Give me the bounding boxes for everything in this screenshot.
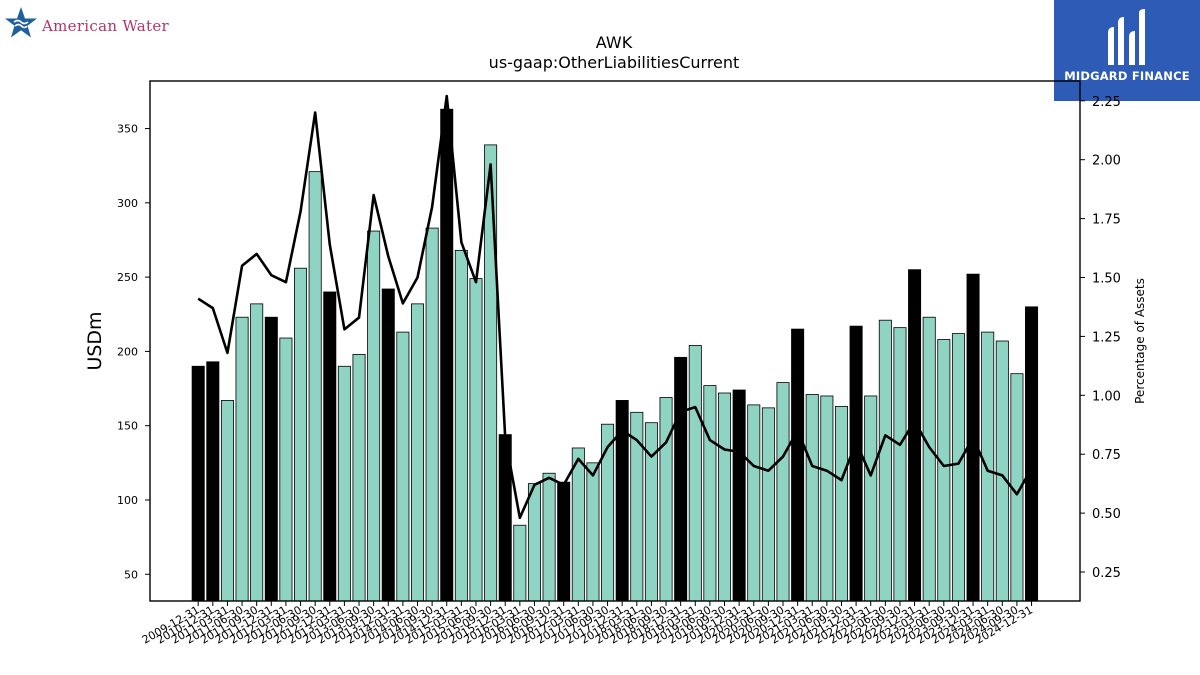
bar <box>1025 306 1039 602</box>
bar <box>849 325 863 602</box>
bar <box>294 267 308 602</box>
bar <box>542 472 556 602</box>
bar <box>396 331 410 602</box>
bar <box>688 345 702 602</box>
bar <box>659 397 673 602</box>
y-tick-label: 100 <box>117 494 138 507</box>
bar <box>367 230 381 602</box>
series-line <box>197 94 1033 520</box>
y2-tick-label: 2.25 <box>1092 95 1121 110</box>
y2-tick-label: 0.75 <box>1092 448 1121 463</box>
y2-tick-label: 0.50 <box>1092 507 1121 522</box>
y-tick-label: 350 <box>117 123 138 136</box>
y2-tick-label: 1.25 <box>1092 330 1121 345</box>
bar <box>484 144 498 602</box>
american-water-logo-text: American Water <box>42 17 170 35</box>
y-tick-label: 250 <box>117 271 138 284</box>
bar <box>454 249 468 602</box>
american-water-logo: American Water <box>4 4 204 44</box>
bar <box>191 365 205 602</box>
bar <box>644 422 658 602</box>
bar <box>513 524 527 602</box>
y-tick-label: 50 <box>124 568 138 581</box>
bar <box>235 316 249 602</box>
bar <box>469 278 483 602</box>
bar <box>220 400 234 602</box>
bar <box>864 395 878 602</box>
bar <box>250 303 264 602</box>
bar <box>703 385 717 602</box>
bar <box>440 108 454 602</box>
bar <box>337 365 351 602</box>
bar <box>908 269 922 602</box>
bar <box>732 389 746 602</box>
bar <box>878 319 892 602</box>
bar <box>820 395 834 602</box>
y2-tick-label: 0.25 <box>1092 566 1121 581</box>
y2-axis-label: Percentage of Assets <box>1133 278 1147 404</box>
bar <box>791 328 805 602</box>
bar <box>805 394 819 602</box>
bar <box>995 340 1009 602</box>
bar <box>206 361 220 602</box>
bar <box>264 316 278 602</box>
bar <box>279 337 293 602</box>
bar <box>586 462 600 602</box>
bar <box>747 404 761 602</box>
star-logo-icon <box>5 7 37 38</box>
y-tick-label: 150 <box>117 420 138 433</box>
bar <box>834 405 848 602</box>
plot-frame <box>149 80 1081 602</box>
bar <box>352 353 366 602</box>
y-axis-label: USDm <box>84 311 106 370</box>
bar <box>601 423 615 602</box>
bar <box>425 227 439 602</box>
midgard-mark-icon <box>1108 9 1145 65</box>
y-tick-label: 300 <box>117 197 138 210</box>
bar <box>381 288 395 602</box>
bar <box>557 481 571 602</box>
y2-tick-label: 1.50 <box>1092 272 1121 287</box>
y2-tick-label: 1.00 <box>1092 389 1121 404</box>
bar <box>893 327 907 602</box>
bar <box>761 407 775 602</box>
y2-tick-label: 2.00 <box>1092 154 1121 169</box>
bar <box>922 316 936 602</box>
bar <box>308 171 322 602</box>
y2-tick-label: 1.75 <box>1092 213 1121 228</box>
bar <box>571 447 585 602</box>
bar <box>951 333 965 602</box>
bar <box>981 331 995 602</box>
y-tick-label: 200 <box>117 345 138 358</box>
midgard-finance-logo: MIDGARD FINANCE <box>1054 0 1200 101</box>
bar <box>410 303 424 602</box>
bar <box>323 291 337 602</box>
bar <box>718 392 732 602</box>
chart-subtitle: us-gaap:OtherLiabilitiesCurrent <box>489 53 740 72</box>
chart-title: AWK <box>596 33 633 52</box>
bar <box>527 483 541 602</box>
midgard-finance-logo-text: MIDGARD FINANCE <box>1064 69 1190 83</box>
bar <box>776 382 790 602</box>
bar <box>674 356 688 602</box>
bar <box>937 339 951 602</box>
